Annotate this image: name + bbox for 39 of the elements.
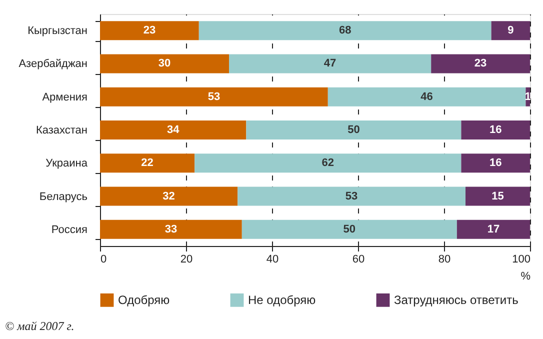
y-tick-label: Кыргызстан [28,25,88,38]
data-label: 33 [164,223,178,236]
y-tick-label: Армения [42,91,88,104]
data-label: 32 [162,190,175,202]
legend-label: Одобряю [118,293,170,308]
x-tick-label: 0 [100,254,107,266]
data-label: 50 [343,223,356,236]
data-label: 62 [322,157,334,170]
data-label: 9 [508,24,514,37]
x-tick-label: 80 [438,254,451,266]
x-tick-label: 100 [512,254,530,266]
y-tick-label: Беларусь [39,190,88,203]
y-tick-label: Казахстан [36,124,88,136]
data-label: 46 [420,90,433,103]
data-label: 50 [348,124,360,136]
y-tick-label: Украина [46,158,88,170]
y-tick-label: Россия [51,224,88,236]
x-tick-label: 20 [180,254,193,266]
x-axis-title: % [520,270,531,282]
data-label: 53 [208,90,220,103]
data-label: 15 [492,190,504,202]
data-label: 30 [158,58,171,70]
data-label: 22 [141,157,154,170]
data-label: 53 [345,190,358,202]
x-tick-label: 60 [352,254,365,266]
data-label: 1 [524,90,531,103]
data-label: 34 [166,124,180,136]
data-label: 16 [489,157,502,170]
legend-label: Не одобряю [248,293,316,308]
text: © май 2007 г. [5,319,74,333]
data-label: 68 [338,24,352,37]
data-label: 23 [143,24,156,37]
data-label: 16 [489,124,502,136]
legend-label: Затрудняюсь ответить [394,293,518,308]
data-label: 17 [487,223,500,236]
x-tick-label: 40 [266,254,279,266]
data-label: 47 [324,58,336,70]
data-label: 23 [474,58,487,70]
y-tick-label: Азербайджан [18,58,88,70]
